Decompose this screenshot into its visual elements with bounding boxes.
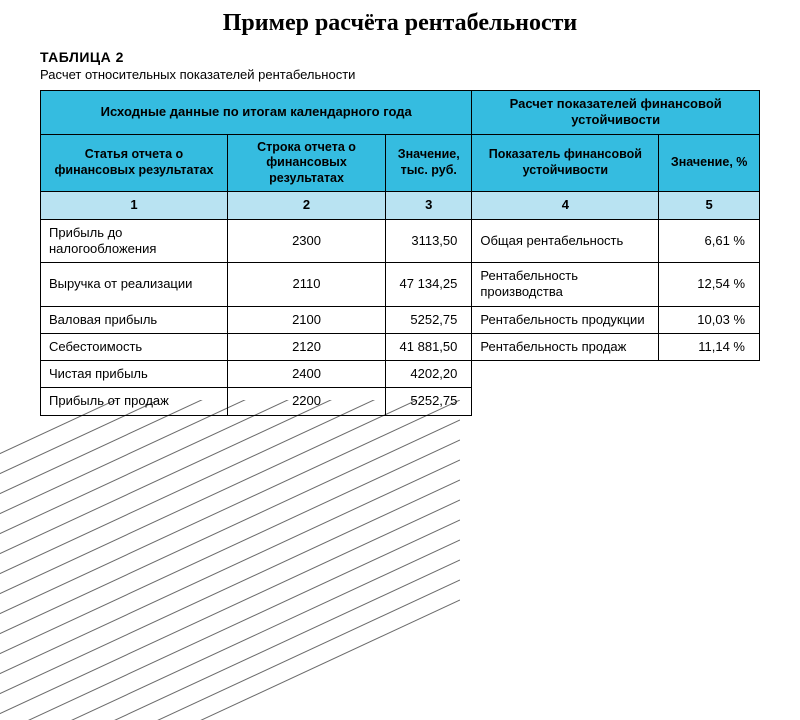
cell: 3113,50 — [386, 219, 472, 263]
table-row: Выручка от реализации 2110 47 134,25 Рен… — [41, 263, 760, 307]
cell: 2200 — [227, 388, 385, 415]
page-title: Пример расчёта рентабельности — [40, 10, 760, 37]
header-num-1: 1 — [41, 192, 228, 219]
cell: Рентабельность продаж — [472, 333, 659, 360]
cell: 2100 — [227, 306, 385, 333]
cell: 10,03 % — [659, 306, 760, 333]
cell: Прибыль от продаж — [41, 388, 228, 415]
header-group-2: Расчет показателей финансовой устойчивос… — [472, 91, 760, 135]
cell: Чистая прибыль — [41, 361, 228, 388]
cell: 2120 — [227, 333, 385, 360]
header-num-5: 5 — [659, 192, 760, 219]
header-col-3: Значение, тыс. руб. — [386, 134, 472, 192]
table-header-col-row: Статья отчета о финансовых результатах С… — [41, 134, 760, 192]
header-col-5: Значение, % — [659, 134, 760, 192]
cell-empty — [659, 388, 760, 415]
table-label: ТАБЛИЦА 2 — [40, 49, 760, 65]
header-num-2: 2 — [227, 192, 385, 219]
cell: 5252,75 — [386, 388, 472, 415]
header-col-2: Строка отчета о финансовых результатах — [227, 134, 385, 192]
header-num-3: 3 — [386, 192, 472, 219]
cell: 12,54 % — [659, 263, 760, 307]
cell-empty — [472, 361, 659, 388]
table-row: Валовая прибыль 2100 5252,75 Рентабельно… — [41, 306, 760, 333]
cell: 2110 — [227, 263, 385, 307]
table-row: Чистая прибыль 2400 4202,20 — [41, 361, 760, 388]
table-row: Себестоимость 2120 41 881,50 Рентабельно… — [41, 333, 760, 360]
cell: Прибыль до налогообложения — [41, 219, 228, 263]
profitability-table: Исходные данные по итогам календарного г… — [40, 90, 760, 416]
table-row: Прибыль от продаж 2200 5252,75 — [41, 388, 760, 415]
header-group-1: Исходные данные по итогам календарного г… — [41, 91, 472, 135]
cell: 47 134,25 — [386, 263, 472, 307]
cell: Выручка от реализации — [41, 263, 228, 307]
table-header-group-row: Исходные данные по итогам календарного г… — [41, 91, 760, 135]
cell: Рентабельность производства — [472, 263, 659, 307]
cell: 2400 — [227, 361, 385, 388]
decorative-diagonal-lines — [0, 400, 460, 720]
cell: 41 881,50 — [386, 333, 472, 360]
cell: 6,61 % — [659, 219, 760, 263]
cell: Рентабельность продукции — [472, 306, 659, 333]
cell: 5252,75 — [386, 306, 472, 333]
table-subtitle: Расчет относительных показателей рентабе… — [40, 67, 760, 82]
cell: Валовая прибыль — [41, 306, 228, 333]
header-col-1: Статья отчета о финансовых результатах — [41, 134, 228, 192]
cell: Общая рентабельность — [472, 219, 659, 263]
cell: Себестоимость — [41, 333, 228, 360]
table-row: Прибыль до налогообложения 2300 3113,50 … — [41, 219, 760, 263]
table-header-num-row: 1 2 3 4 5 — [41, 192, 760, 219]
cell: 11,14 % — [659, 333, 760, 360]
header-num-4: 4 — [472, 192, 659, 219]
cell: 4202,20 — [386, 361, 472, 388]
cell-empty — [472, 388, 659, 415]
header-col-4: Показатель финансовой устойчивости — [472, 134, 659, 192]
cell: 2300 — [227, 219, 385, 263]
cell-empty — [659, 361, 760, 388]
